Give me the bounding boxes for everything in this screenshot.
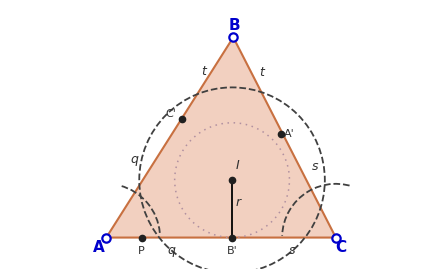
Text: P: P	[138, 246, 145, 256]
Text: I: I	[236, 159, 240, 172]
Text: A: A	[93, 240, 105, 255]
Text: s: s	[289, 245, 295, 258]
Text: C: C	[335, 240, 346, 255]
Text: B: B	[229, 18, 240, 33]
Text: B': B'	[227, 246, 237, 256]
Text: q: q	[131, 153, 138, 166]
Text: t: t	[202, 65, 207, 78]
Text: A': A'	[284, 129, 295, 139]
Text: t: t	[259, 66, 264, 79]
Text: r: r	[235, 196, 240, 209]
Text: q: q	[167, 245, 175, 258]
Text: C': C'	[165, 109, 177, 119]
Polygon shape	[106, 37, 336, 238]
Text: s: s	[312, 160, 318, 173]
